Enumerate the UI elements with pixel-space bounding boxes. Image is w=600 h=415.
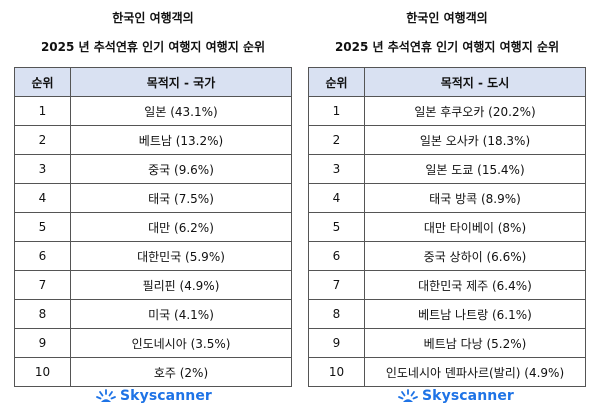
table-row: 8 미국 (4.1%)	[14, 299, 292, 329]
rank-cell: 8	[14, 299, 71, 329]
panel-title: 한국인 여행객의	[112, 11, 194, 25]
city-ranking-panel: 한국인 여행객의 2025 년 추석연휴 인기 여행지 여행지 순위 순위 목적…	[308, 0, 586, 387]
skyscanner-sunrise-icon	[96, 389, 116, 402]
destination-cell: 베트남 다낭 (5.2%)	[364, 328, 586, 358]
table-row: 10 인도네시아 덴파사르(발리) (4.9%)	[308, 357, 586, 387]
logo-text: Skyscanner	[422, 388, 514, 404]
table-row: 5 대만 타이베이 (8%)	[308, 212, 586, 242]
destination-cell: 대만 타이베이 (8%)	[364, 212, 586, 242]
skyscanner-sunrise-icon	[398, 389, 418, 402]
table-row: 6 중국 상하이 (6.6%)	[308, 241, 586, 271]
rank-cell: 3	[14, 154, 71, 184]
rank-column-header: 순위	[14, 67, 71, 97]
table-header-row: 순위 목적지 - 국가	[14, 67, 292, 97]
rank-cell: 10	[14, 357, 71, 387]
panel-title: 한국인 여행객의	[406, 11, 488, 25]
table-row: 4 태국 (7.5%)	[14, 183, 292, 213]
table-row: 4 태국 방콕 (8.9%)	[308, 183, 586, 213]
destination-cell: 필리핀 (4.9%)	[70, 270, 292, 300]
rank-cell: 4	[308, 183, 365, 213]
rank-cell: 8	[308, 299, 365, 329]
rank-cell: 5	[14, 212, 71, 242]
table-row: 10 호주 (2%)	[14, 357, 292, 387]
rank-cell: 6	[308, 241, 365, 271]
table-row: 7 필리핀 (4.9%)	[14, 270, 292, 300]
table-row: 5 대만 (6.2%)	[14, 212, 292, 242]
destination-cell: 일본 (43.1%)	[70, 96, 292, 126]
table-row: 2 일본 오사카 (18.3%)	[308, 125, 586, 155]
table-row: 1 일본 (43.1%)	[14, 96, 292, 126]
destination-cell: 일본 도쿄 (15.4%)	[364, 154, 586, 184]
rank-cell: 9	[14, 328, 71, 358]
rank-cell: 2	[308, 125, 365, 155]
country-ranking-table: 순위 목적지 - 국가 1 일본 (43.1%) 2 베트남 (13.2%) 3 중국 (…	[14, 67, 292, 387]
destination-cell: 베트남 나트랑 (6.1%)	[364, 299, 586, 329]
destination-cell: 인도네시아 덴파사르(발리) (4.9%)	[364, 357, 586, 387]
rank-cell: 4	[14, 183, 71, 213]
destination-cell: 중국 상하이 (6.6%)	[364, 241, 586, 271]
table-row: 3 일본 도쿄 (15.4%)	[308, 154, 586, 184]
rank-cell: 2	[14, 125, 71, 155]
panel-subtitle: 2025 년 추석연휴 인기 여행지 여행지 순위	[334, 40, 560, 54]
skyscanner-logo: Skyscanner	[398, 388, 514, 404]
country-ranking-panel: 한국인 여행객의 2025 년 추석연휴 인기 여행지 여행지 순위 순위 목적…	[14, 0, 292, 387]
destination-cell: 일본 후쿠오카 (20.2%)	[364, 96, 586, 126]
panel-subtitle: 2025 년 추석연휴 인기 여행지 여행지 순위	[40, 40, 266, 54]
table-row: 7 대한민국 제주 (6.4%)	[308, 270, 586, 300]
table-row: 2 베트남 (13.2%)	[14, 125, 292, 155]
destination-cell: 대한민국 제주 (6.4%)	[364, 270, 586, 300]
destination-cell: 인도네시아 (3.5%)	[70, 328, 292, 358]
rank-cell: 10	[308, 357, 365, 387]
destination-cell: 베트남 (13.2%)	[70, 125, 292, 155]
destination-column-header: 목적지 - 국가	[70, 67, 292, 97]
destination-cell: 미국 (4.1%)	[70, 299, 292, 329]
rank-cell: 9	[308, 328, 365, 358]
rank-cell: 1	[308, 96, 365, 126]
destination-cell: 호주 (2%)	[70, 357, 292, 387]
rank-column-header: 순위	[308, 67, 365, 97]
rank-cell: 7	[308, 270, 365, 300]
table-row: 3 중국 (9.6%)	[14, 154, 292, 184]
table-row: 1 일본 후쿠오카 (20.2%)	[308, 96, 586, 126]
rank-cell: 6	[14, 241, 71, 271]
table-row: 9 베트남 다낭 (5.2%)	[308, 328, 586, 358]
destination-cell: 일본 오사카 (18.3%)	[364, 125, 586, 155]
logo-text: Skyscanner	[120, 388, 212, 404]
city-ranking-table: 순위 목적지 - 도시 1 일본 후쿠오카 (20.2%) 2 일본 오사카 (18.…	[308, 67, 586, 387]
rank-cell: 1	[14, 96, 71, 126]
rank-cell: 7	[14, 270, 71, 300]
destination-cell: 중국 (9.6%)	[70, 154, 292, 184]
destination-cell: 대만 (6.2%)	[70, 212, 292, 242]
rank-cell: 5	[308, 212, 365, 242]
table-row: 9 인도네시아 (3.5%)	[14, 328, 292, 358]
destination-cell: 태국 (7.5%)	[70, 183, 292, 213]
destination-cell: 태국 방콕 (8.9%)	[364, 183, 586, 213]
destination-column-header: 목적지 - 도시	[364, 67, 586, 97]
destination-cell: 대한민국 (5.9%)	[70, 241, 292, 271]
rank-cell: 3	[308, 154, 365, 184]
table-row: 6 대한민국 (5.9%)	[14, 241, 292, 271]
table-header-row: 순위 목적지 - 도시	[308, 67, 586, 97]
table-row: 8 베트남 나트랑 (6.1%)	[308, 299, 586, 329]
skyscanner-logo: Skyscanner	[96, 388, 212, 404]
